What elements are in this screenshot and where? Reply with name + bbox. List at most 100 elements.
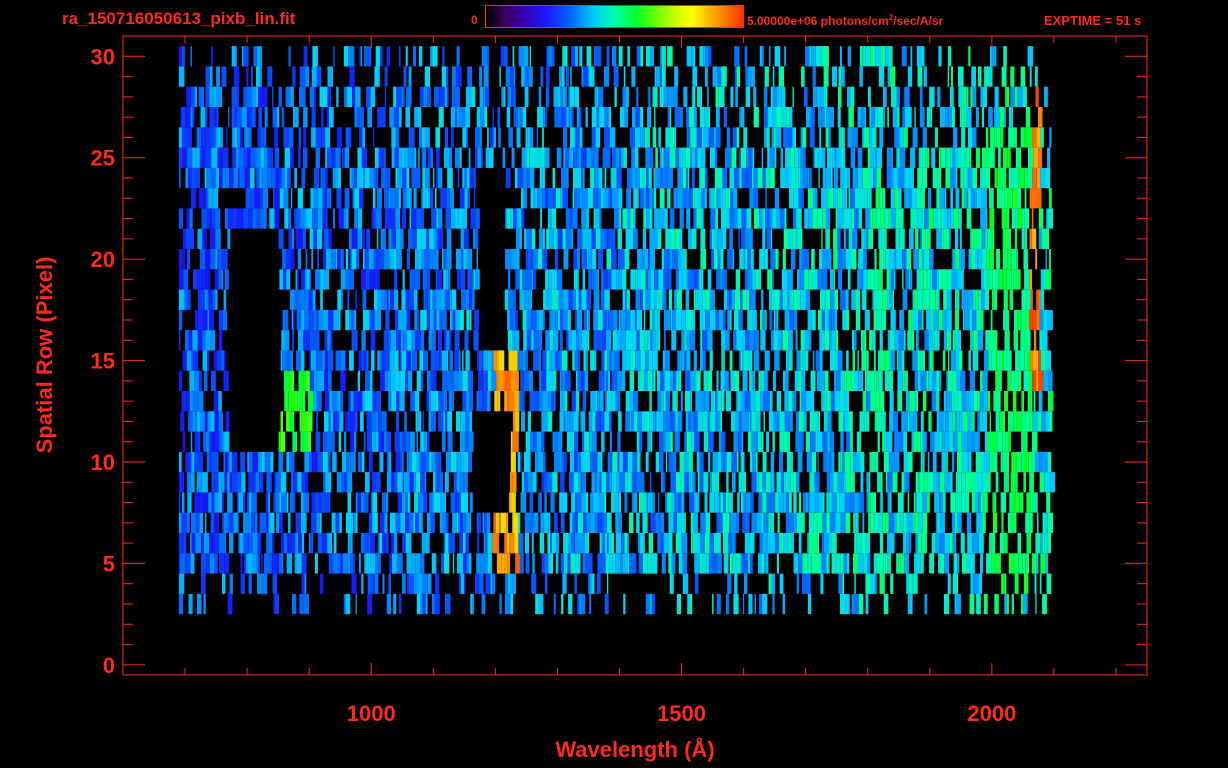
heatmap-cell [395, 167, 398, 189]
heatmap-cell [430, 512, 435, 533]
heatmap-cell [436, 289, 441, 310]
heatmap-cell [612, 249, 617, 270]
heatmap-cell [674, 492, 679, 513]
heatmap-cell [664, 370, 671, 391]
heatmap-cell [401, 86, 405, 107]
heatmap-cell [216, 350, 222, 371]
heatmap-cell [821, 391, 823, 412]
heatmap-cell [773, 127, 776, 148]
heatmap-cell [930, 431, 935, 452]
heatmap-cell [576, 107, 580, 128]
heatmap-cell [730, 370, 735, 391]
heatmap-cell [379, 451, 384, 473]
heatmap-cell [1024, 269, 1030, 290]
heatmap-cell [204, 289, 207, 310]
heatmap-cell [257, 127, 261, 148]
heatmap-cell [526, 228, 532, 249]
heatmap-cell [200, 553, 207, 574]
colorbar-max-suffix: /sec/A/sr [893, 14, 944, 28]
heatmap-cell [521, 188, 523, 209]
heatmap-cell [582, 269, 586, 290]
heatmap-cell [877, 472, 881, 493]
heatmap-cell [548, 46, 553, 67]
heatmap-cell [648, 167, 652, 189]
heatmap-cell [457, 370, 463, 391]
heatmap-cell [240, 492, 244, 513]
heatmap-cell [1029, 309, 1031, 331]
heatmap-cell [571, 492, 576, 513]
heatmap-cell [674, 107, 680, 128]
heatmap-cell [289, 411, 295, 432]
heatmap-cell [222, 147, 226, 168]
heatmap-cell [932, 330, 935, 351]
heatmap-cell [337, 391, 341, 412]
heatmap-cell [238, 147, 244, 168]
heatmap-cell [950, 208, 954, 229]
heatmap-cell [406, 249, 410, 270]
heatmap-cell [813, 533, 819, 554]
heatmap-cell [219, 167, 223, 189]
heatmap-cell [183, 269, 189, 290]
heatmap-cell [629, 411, 632, 432]
heatmap-cell [822, 147, 826, 168]
heatmap-cell [1035, 593, 1037, 615]
heatmap-cell [211, 167, 217, 189]
heatmap-cell [259, 472, 264, 493]
heatmap-cell [795, 431, 801, 452]
heatmap-cell [420, 593, 423, 615]
heatmap-cell [1032, 411, 1038, 432]
heatmap-cell [681, 512, 685, 533]
heatmap-cell [253, 86, 256, 107]
heatmap-cell [693, 350, 697, 371]
heatmap-cell [953, 391, 959, 412]
heatmap-cell [561, 370, 566, 391]
heatmap-cell [398, 309, 404, 331]
heatmap-cell [313, 188, 319, 209]
heatmap-cell [309, 451, 313, 473]
heatmap-cell [871, 492, 876, 513]
heatmap-cell [690, 512, 694, 533]
heatmap-cell [854, 330, 857, 351]
heatmap-cell [465, 86, 469, 107]
heatmap-cell [292, 431, 296, 452]
heatmap-cell [317, 451, 323, 473]
heatmap-cell [435, 472, 440, 493]
heatmap-cell [1004, 573, 1007, 594]
heatmap-cell [214, 411, 219, 432]
heatmap-cell [588, 269, 592, 290]
heatmap-cell [575, 309, 577, 331]
heatmap-cell [663, 86, 668, 107]
heatmap-cell [818, 147, 823, 168]
heatmap-cell [305, 370, 310, 391]
heatmap-cell [1020, 593, 1024, 615]
heatmap-cell [641, 249, 645, 270]
heatmap-cell [218, 411, 223, 432]
heatmap-cell [307, 391, 314, 412]
heatmap-cell [770, 86, 773, 107]
heatmap-cell [288, 208, 292, 229]
heatmap-cell [729, 309, 732, 331]
heatmap-cell [574, 451, 578, 473]
heatmap-cell [856, 533, 862, 554]
heatmap-cell [1025, 107, 1031, 128]
heatmap-cell [688, 228, 693, 249]
heatmap-cell [590, 167, 595, 189]
heatmap-cell [722, 512, 727, 533]
heatmap-cell [839, 391, 843, 412]
heatmap-cell [950, 492, 956, 513]
heatmap-cell [332, 451, 337, 473]
heatmap-cell [869, 127, 872, 148]
heatmap-cell [440, 289, 445, 310]
heatmap-cell [705, 46, 709, 67]
heatmap-cell [533, 269, 536, 290]
heatmap-cell [462, 472, 465, 493]
heatmap-cell [611, 472, 614, 493]
heatmap-cell [663, 533, 669, 554]
heatmap-cell [1035, 533, 1041, 554]
heatmap-cell [957, 553, 960, 574]
heatmap-cell [446, 350, 449, 371]
heatmap-cell [517, 249, 520, 270]
heatmap-cell [905, 269, 909, 290]
heatmap-cell [580, 451, 586, 473]
heatmap-cell [394, 147, 399, 168]
